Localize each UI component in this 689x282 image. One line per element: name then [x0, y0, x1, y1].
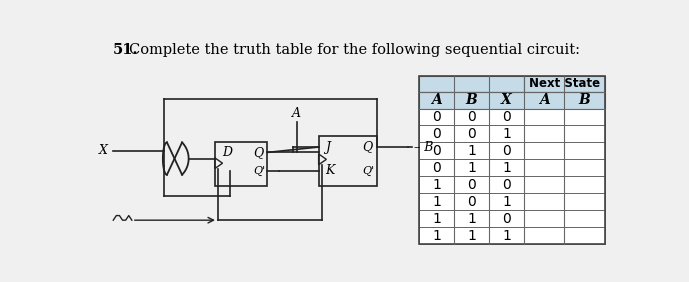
Text: 0: 0	[502, 144, 511, 158]
Bar	[420, 210, 605, 227]
Bar	[420, 125, 605, 142]
Text: A: A	[292, 107, 301, 120]
Bar	[420, 76, 524, 92]
Text: 0: 0	[433, 144, 441, 158]
Bar	[318, 136, 377, 186]
Text: Next State: Next State	[528, 77, 600, 91]
Text: 0: 0	[467, 127, 476, 141]
Text: J: J	[325, 140, 330, 153]
Text: 0: 0	[467, 110, 476, 124]
Bar	[420, 193, 605, 210]
Text: 1: 1	[467, 161, 476, 175]
Text: D: D	[222, 146, 232, 159]
Bar	[524, 76, 605, 92]
Text: 1: 1	[433, 195, 441, 209]
Text: 0: 0	[502, 212, 511, 226]
Bar	[420, 142, 605, 159]
Text: 0: 0	[433, 161, 441, 175]
Text: Q': Q'	[254, 166, 266, 176]
Text: 1: 1	[467, 144, 476, 158]
Text: Q: Q	[362, 140, 372, 153]
Bar	[420, 159, 605, 176]
Text: 51.: 51.	[113, 43, 138, 57]
Text: 1: 1	[467, 212, 476, 226]
Bar	[420, 227, 605, 244]
Text: Q': Q'	[362, 166, 374, 176]
Text: A: A	[539, 93, 550, 107]
Text: B: B	[579, 93, 590, 107]
Bar	[420, 92, 605, 109]
Text: A: A	[431, 93, 442, 107]
Text: K: K	[325, 164, 334, 177]
Text: – B: – B	[414, 140, 433, 153]
Text: B: B	[466, 93, 477, 107]
Text: 1: 1	[502, 161, 511, 175]
Text: Q: Q	[254, 146, 264, 159]
Text: 1: 1	[502, 229, 511, 243]
Text: Complete the truth table for the following sequential circuit:: Complete the truth table for the followi…	[129, 43, 579, 57]
Bar	[420, 109, 605, 125]
Bar	[215, 142, 267, 186]
Text: 0: 0	[467, 178, 476, 192]
Text: 0: 0	[433, 127, 441, 141]
Text: 0: 0	[502, 178, 511, 192]
Text: 0: 0	[502, 110, 511, 124]
Text: 1: 1	[433, 178, 441, 192]
Text: 1: 1	[433, 229, 441, 243]
Text: X: X	[501, 93, 512, 107]
Text: 1: 1	[433, 212, 441, 226]
Bar	[420, 76, 605, 244]
Bar	[420, 176, 605, 193]
Text: 1: 1	[502, 127, 511, 141]
Text: 1: 1	[467, 229, 476, 243]
Text: 0: 0	[433, 110, 441, 124]
Text: X: X	[99, 144, 107, 157]
Text: 0: 0	[467, 195, 476, 209]
Text: 1: 1	[502, 195, 511, 209]
